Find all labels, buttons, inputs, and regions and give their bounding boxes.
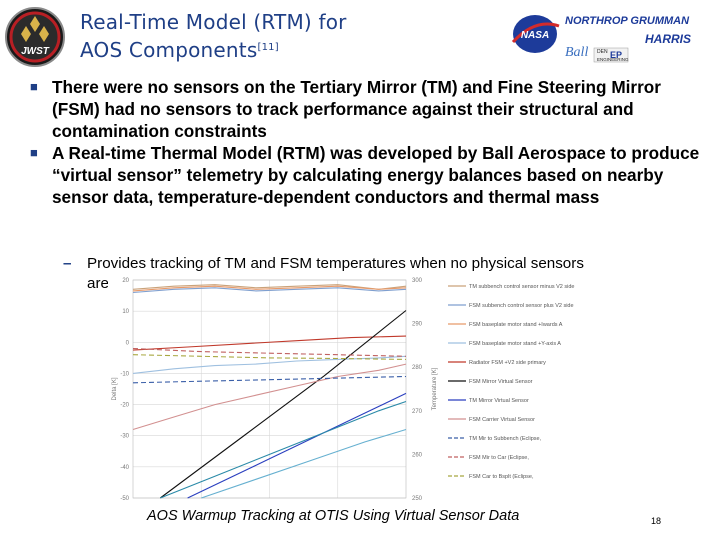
- dash-bullet-icon: –: [63, 255, 72, 272]
- ball-logo: Ball: [565, 45, 588, 60]
- series-line: [132, 354, 407, 360]
- nasa-logo-text: NASA: [521, 30, 549, 41]
- jwst-logo-text: JWST: [21, 46, 50, 57]
- legend-label: FSM subbench control sensor plus V2 side: [469, 303, 574, 309]
- title-line-2: AOS Components[11]: [80, 36, 347, 64]
- left-tick-label: 10: [122, 309, 129, 315]
- bullet-square-icon: ■: [30, 79, 38, 94]
- legend-label: TM Mir to Subbench (Eclipse,: [469, 436, 542, 442]
- plot-area: [132, 279, 407, 499]
- legend-label: FSM Mir to Car (Eclipse,: [469, 455, 529, 461]
- legend-label: FSM baseplate motor stand +Y-axis A: [469, 341, 561, 347]
- title-line-1: Real-Time Model (RTM) for: [80, 10, 347, 34]
- left-tick-label: -50: [120, 496, 129, 502]
- legend-label: FSM Car to Bsplt (Eclipse,: [469, 474, 534, 480]
- sub-bullet-text-line-2: are: [87, 275, 109, 292]
- left-axis-label: Delta [K]: [112, 377, 118, 400]
- sub-bullet-text-line-1: Provides tracking of TM and FSM temperat…: [87, 255, 584, 272]
- legend-label: TM Mirror Virtual Sensor: [469, 398, 529, 404]
- title-reference: [11]: [257, 42, 279, 53]
- right-tick-label: 270: [412, 409, 423, 415]
- slide-header: JWST Real-Time Model (RTM) for AOS Compo…: [0, 0, 720, 75]
- chart-caption: AOS Warmup Tracking at OTIS Using Virtua…: [147, 508, 520, 524]
- bullet-item: ■ There were no sensors on the Tertiary …: [30, 76, 710, 142]
- series-line: [132, 335, 407, 351]
- legend-label: Radiator FSM +V2 side primary: [469, 360, 546, 366]
- series-line: [132, 287, 407, 294]
- bullet-list: ■ There were no sensors on the Tertiary …: [30, 76, 710, 208]
- series-line: [132, 285, 407, 292]
- series-line: [201, 428, 407, 499]
- series-line: [187, 392, 407, 499]
- left-tick-label: 0: [126, 340, 130, 346]
- engineering-logo-text: ENGINEERING: [597, 57, 629, 62]
- svg-text:DEN: DEN: [597, 49, 608, 55]
- left-tick-label: 20: [122, 278, 129, 284]
- bullet-text: There were no sensors on the Tertiary Mi…: [52, 77, 661, 141]
- bullet-item: ■ A Real-time Thermal Model (RTM) was de…: [30, 142, 710, 208]
- northrop-grumman-logo: NORTHROP GRUMMAN: [565, 15, 690, 27]
- series-line: [132, 355, 407, 374]
- right-axis-label: Temperature [K]: [432, 367, 438, 410]
- series-line: [132, 375, 407, 384]
- page-number: 18: [651, 516, 662, 526]
- harris-logo: HARRIS: [645, 32, 691, 46]
- jwst-logo: JWST: [5, 7, 65, 67]
- right-tick-label: 250: [412, 496, 423, 502]
- left-tick-label: -30: [120, 434, 129, 440]
- series-line: [132, 363, 407, 431]
- legend-label: FSM baseplate motor stand +Iwards A: [469, 322, 563, 328]
- title-line-2-text: AOS Components: [80, 38, 258, 62]
- series-line: [132, 347, 407, 357]
- legend-label: TM subbench control sensor minus V2 side: [469, 284, 574, 290]
- right-tick-label: 280: [412, 365, 423, 371]
- series-line: [159, 310, 407, 499]
- legend-label: FSM Carrier Virtual Sensor: [469, 417, 535, 423]
- series-line: [160, 400, 407, 499]
- left-tick-label: -20: [120, 403, 129, 409]
- page-title: Real-Time Model (RTM) for AOS Components…: [80, 8, 347, 64]
- right-tick-label: 300: [412, 278, 423, 284]
- left-tick-label: -40: [120, 465, 129, 471]
- right-tick-label: 290: [412, 322, 423, 328]
- left-tick-label: -10: [120, 371, 129, 377]
- bullet-square-icon: ■: [30, 145, 38, 160]
- legend-label: FSM Mirror Virtual Sensor: [469, 379, 533, 385]
- partner-logos: NASA NORTHROP GRUMMAN HARRIS Ball DEN EP…: [511, 15, 691, 63]
- svg-text:EP: EP: [610, 50, 622, 60]
- bullet-text: A Real-time Thermal Model (RTM) was deve…: [52, 143, 700, 207]
- right-tick-label: 260: [412, 452, 423, 458]
- temperature-chart: 20 10 0 -10 -20 -30 -40 -50 300 290 280 270 260 250 De…: [108, 272, 583, 502]
